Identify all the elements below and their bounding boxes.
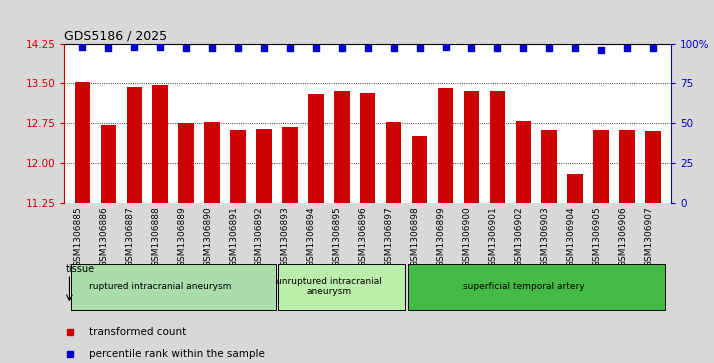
Text: GSM1306899: GSM1306899 [436,206,446,267]
Point [129,44,140,50]
Point [440,44,451,50]
Point [466,45,477,51]
Bar [412,136,428,203]
Point [258,45,270,51]
Point [492,45,503,51]
Bar [490,91,506,203]
Text: GSM1306902: GSM1306902 [514,206,523,267]
Bar [360,93,376,203]
Bar [178,123,194,203]
Point [518,45,529,51]
Text: unruptured intracranial
aneurysm: unruptured intracranial aneurysm [276,277,382,297]
Bar [568,174,583,203]
Text: GSM1306891: GSM1306891 [229,206,238,267]
Text: GSM1306892: GSM1306892 [255,206,264,267]
Bar [282,127,298,203]
Text: superficial temporal artery: superficial temporal artery [463,282,584,291]
Point [103,45,114,51]
Text: percentile rank within the sample: percentile rank within the sample [89,348,264,359]
Bar [516,121,531,203]
Text: GSM1306907: GSM1306907 [644,206,653,267]
Bar [386,122,401,203]
Point [543,45,555,51]
Text: GSM1306886: GSM1306886 [99,206,109,267]
FancyBboxPatch shape [408,264,665,310]
Text: GSM1306906: GSM1306906 [618,206,627,267]
Text: GSM1306896: GSM1306896 [358,206,368,267]
Bar [334,91,350,203]
Bar [75,82,90,203]
Point [284,45,296,51]
Point [388,45,399,51]
Point [181,45,192,51]
Text: GDS5186 / 2025: GDS5186 / 2025 [64,29,167,42]
Text: GSM1306897: GSM1306897 [385,206,393,267]
Bar [593,130,609,203]
Bar [645,131,660,203]
Text: GSM1306889: GSM1306889 [177,206,186,267]
Point [595,47,607,53]
Point [336,45,348,51]
Bar [204,122,220,203]
Text: GSM1306888: GSM1306888 [151,206,160,267]
Point [570,45,581,51]
Text: GSM1306903: GSM1306903 [540,206,549,267]
Bar [308,94,323,203]
Point [362,45,373,51]
Text: tissue: tissue [66,264,95,274]
Text: GSM1306904: GSM1306904 [566,206,575,267]
FancyBboxPatch shape [71,264,276,310]
Text: GSM1306890: GSM1306890 [203,206,212,267]
Text: GSM1306900: GSM1306900 [463,206,471,267]
Text: GSM1306895: GSM1306895 [333,206,342,267]
Bar [101,125,116,203]
Bar [463,91,479,203]
Bar [256,129,272,203]
Point [154,44,166,50]
Point [648,45,659,51]
Point [414,45,426,51]
Text: GSM1306885: GSM1306885 [74,206,82,267]
Text: GSM1306898: GSM1306898 [411,206,420,267]
Point [76,44,88,50]
Bar [126,87,142,203]
Bar [619,130,635,203]
Text: transformed count: transformed count [89,327,186,337]
Point [621,45,633,51]
Point [206,45,218,51]
Text: GSM1306901: GSM1306901 [488,206,498,267]
Bar [541,130,557,203]
Text: ruptured intracranial aneurysm: ruptured intracranial aneurysm [89,282,231,291]
Bar [153,85,168,203]
Bar [438,88,453,203]
Text: GSM1306887: GSM1306887 [125,206,134,267]
Bar [230,130,246,203]
Point [232,45,243,51]
Point [310,45,321,51]
Text: GSM1306905: GSM1306905 [592,206,601,267]
FancyBboxPatch shape [278,264,406,310]
Text: GSM1306894: GSM1306894 [307,206,316,267]
Text: GSM1306893: GSM1306893 [281,206,290,267]
